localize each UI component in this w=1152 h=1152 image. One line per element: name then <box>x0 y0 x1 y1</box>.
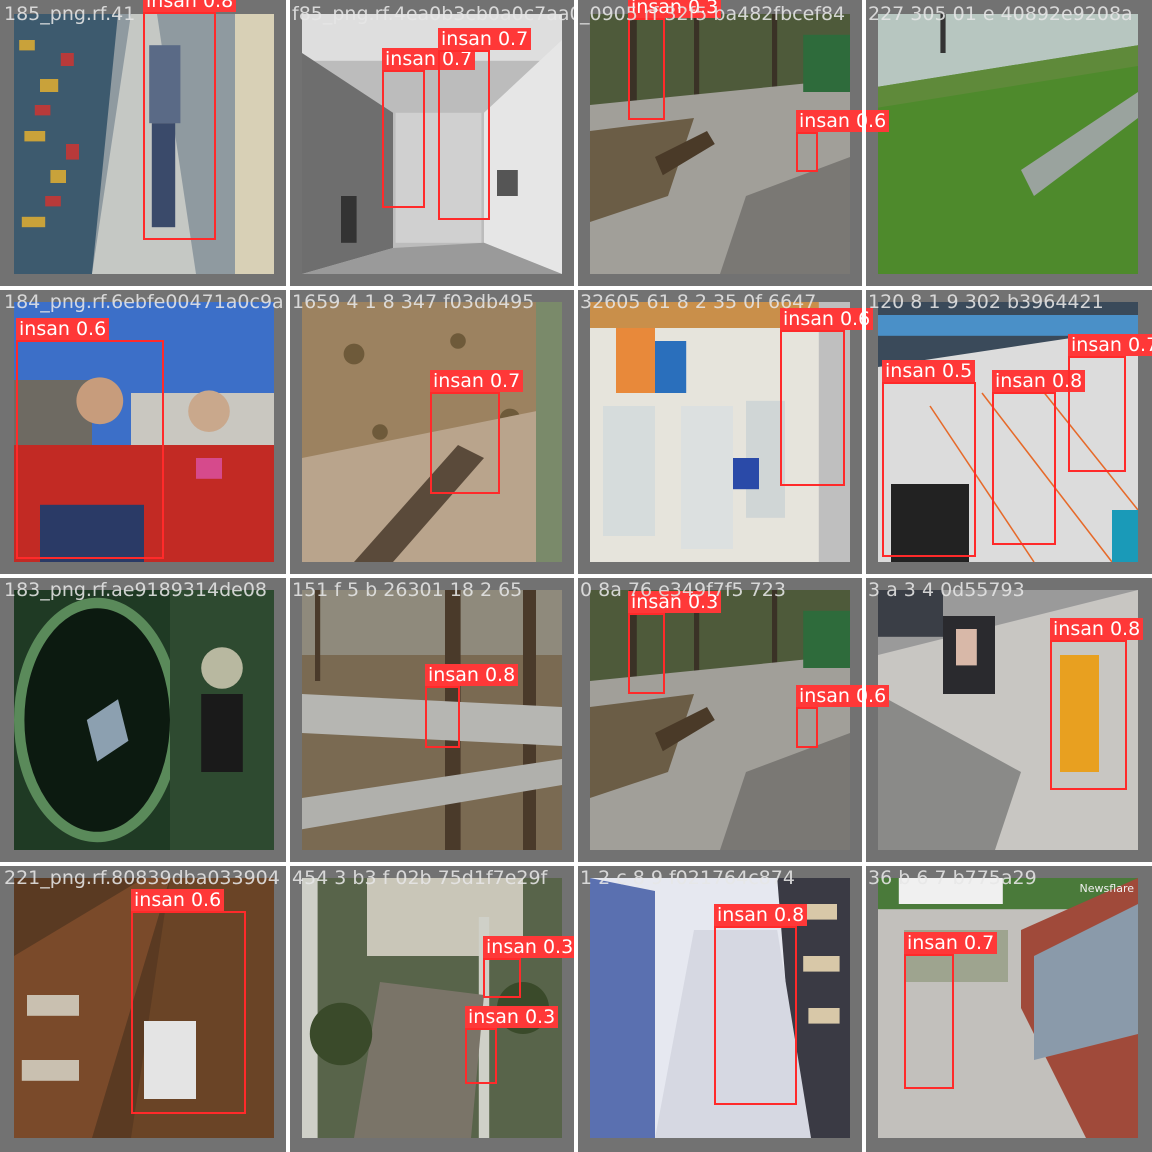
tile-photo <box>14 302 274 562</box>
mosaic-tile: _0905 rf 32f5 ba482fbcef84 <box>576 0 864 288</box>
detection-label: insan 0.7 <box>1068 334 1152 356</box>
detection-box: insan 0.8 <box>992 370 1086 545</box>
tile-photo <box>590 302 850 562</box>
detection-label: insan 0.6 <box>16 318 110 340</box>
mosaic-tile: 151 f 5 b 26301 18 2 65 <box>288 576 576 864</box>
tile-photo <box>14 878 274 1138</box>
detection-box: insan 0.5 <box>882 360 976 557</box>
detection-label: insan 0.6 <box>131 889 225 911</box>
mosaic-tile: 0 8a 76 e349f7f5 723 <box>576 576 864 864</box>
detection-box: insan 0.7 <box>430 370 524 494</box>
mosaic-tile: 32605 61 8 2 35 0f 6647 <box>576 288 864 576</box>
grid-divider <box>0 574 1152 578</box>
detection-label: insan 0.7 <box>430 370 524 392</box>
detection-box: insan 0.6 <box>780 308 874 486</box>
detection-box: insan 0.6 <box>796 685 890 748</box>
detection-label: insan 0.8 <box>992 370 1086 392</box>
detection-box: insan 0.3 <box>628 591 722 694</box>
tile-photo <box>302 590 562 850</box>
tile-photo <box>302 302 562 562</box>
detection-label: insan 0.8 <box>1050 618 1144 640</box>
detection-label: insan 0.3 <box>628 591 722 613</box>
detection-box: insan 0.7 <box>904 932 998 1089</box>
detection-box: insan 0.3 <box>483 936 577 998</box>
detection-label: insan 0.7 <box>904 932 998 954</box>
detection-box: insan 0.7 <box>438 28 532 220</box>
detection-box: insan 0.6 <box>131 889 246 1114</box>
detection-label: insan 0.6 <box>780 308 874 330</box>
tile-photo <box>878 590 1138 850</box>
watermark: Newsflare <box>1079 882 1134 895</box>
detection-label: insan 0.3 <box>483 936 577 958</box>
detection-box: insan 0.8 <box>1050 618 1144 790</box>
detection-box: insan 0.7 <box>382 48 476 208</box>
detection-box: insan 0.3 <box>465 1006 559 1084</box>
tile-photo <box>14 590 274 850</box>
mosaic-tile: Newsflare 36 b 6 7 b775a29 <box>864 864 1152 1152</box>
tile-photo <box>878 14 1138 274</box>
detection-box: insan 0.7 <box>1068 334 1152 472</box>
detection-box: insan 0.6 <box>796 110 890 172</box>
detection-label: insan 0.8 <box>143 0 237 12</box>
detection-label: insan 0.8 <box>425 664 519 686</box>
detection-label: insan 0.3 <box>628 0 722 18</box>
detection-box: insan 0.6 <box>16 318 164 559</box>
detection-label: insan 0.6 <box>796 110 890 132</box>
grid-divider <box>862 0 866 1152</box>
tile-photo <box>590 14 850 274</box>
mosaic-tile: 183_png.rf.ae9189314de08 <box>0 576 288 864</box>
grid-divider <box>0 862 1152 866</box>
detection-box: insan 0.8 <box>143 0 237 240</box>
mosaic-tile: f85_png.rf.4ea0b3cb0a0c7aa0 <box>288 0 576 288</box>
detection-label: insan 0.7 <box>382 48 476 70</box>
detection-box: insan 0.3 <box>628 0 722 120</box>
tile-photo <box>590 590 850 850</box>
detection-label: insan 0.6 <box>796 685 890 707</box>
detection-label: insan 0.8 <box>714 904 808 926</box>
detection-box: insan 0.8 <box>425 664 519 748</box>
mosaic-tile: 227 305 01 e 40892e9208a <box>864 0 1152 288</box>
mosaic-tile: 221_png.rf.80839dba033904 <box>0 864 288 1152</box>
detection-label: insan 0.5 <box>882 360 976 382</box>
detection-box: insan 0.8 <box>714 904 808 1105</box>
detection-label: insan 0.3 <box>465 1006 559 1028</box>
tile-photo <box>302 14 562 274</box>
detection-label: insan 0.7 <box>438 28 532 50</box>
